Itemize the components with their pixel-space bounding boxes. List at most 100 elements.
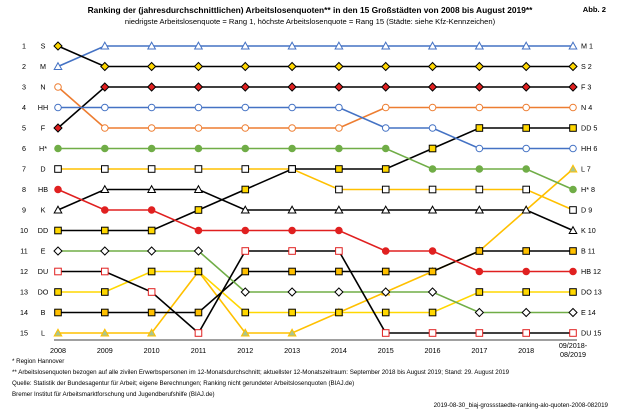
data-point-d (241, 165, 250, 173)
data-point-h-star (428, 165, 437, 173)
footnote-quelle: Quelle: Statistik der Bundesagentur für … (12, 380, 355, 387)
data-point-e (287, 287, 297, 297)
data-point-l (100, 328, 110, 337)
data-point-f (53, 123, 63, 133)
series-line-k (57, 188, 574, 232)
data-point-du (475, 329, 484, 337)
footnote-institut: Bremer Institut für Arbeitsmarktforschun… (12, 391, 215, 398)
series-label-right: HB 12 (581, 267, 601, 276)
series-line-e (58, 250, 573, 314)
data-point-n (569, 103, 577, 112)
x-tick-label: 2008 (50, 346, 66, 355)
data-point-h-star (381, 144, 390, 153)
data-point-n (335, 124, 343, 132)
x-tick-label: 2015 (378, 346, 394, 355)
series-line-m (57, 45, 573, 68)
data-point-m (334, 41, 344, 50)
data-point-d (381, 185, 390, 194)
data-point-du (288, 247, 296, 255)
data-point-d (428, 185, 437, 194)
data-point-du (147, 288, 156, 296)
data-point-b (335, 267, 343, 276)
y-tick-label: 7 (22, 165, 26, 174)
series-label-left: B (41, 308, 46, 317)
data-point-m (193, 41, 204, 50)
data-point-do (147, 267, 156, 276)
data-point-k (53, 205, 63, 214)
data-point-s (193, 61, 204, 72)
series-label-right: HH 6 (581, 144, 597, 153)
x-tick-label: 2011 (191, 346, 206, 355)
series-label-right: L 7 (581, 165, 591, 174)
data-point-k (427, 205, 438, 214)
data-point-hh (475, 144, 484, 153)
series-line-hb (57, 188, 573, 273)
data-point-hb (522, 267, 530, 276)
data-point-h-star (522, 165, 530, 173)
data-point-b (54, 308, 62, 317)
data-point-hb (569, 267, 577, 276)
data-point-m (568, 41, 578, 50)
data-point-du (569, 329, 577, 337)
data-point-s (381, 61, 391, 72)
series-label-right: DD 5 (581, 124, 597, 133)
series-line-dd (58, 127, 573, 232)
data-point-f (287, 82, 297, 92)
data-point-e (193, 246, 204, 256)
x-tick-label: 2018 (518, 346, 534, 355)
data-point-k (146, 184, 157, 194)
y-tick-label: 1 (22, 42, 26, 51)
data-point-s (568, 61, 578, 72)
data-point-hb (194, 226, 203, 235)
data-point-n (101, 124, 109, 132)
y-tick-label: 8 (22, 185, 26, 194)
x-tick-label: 2017 (471, 346, 487, 355)
data-point-s (474, 61, 485, 72)
data-point-n (381, 103, 390, 112)
data-point-d (288, 165, 296, 173)
data-point-hh (522, 144, 530, 153)
data-point-f (521, 82, 531, 92)
figure-label: Abb. 2 (582, 5, 606, 14)
data-point-l (240, 328, 250, 337)
x-tick-label: 09/2018- (559, 341, 588, 350)
data-point-k (100, 184, 110, 194)
data-point-f (381, 82, 391, 92)
data-point-f (474, 82, 485, 92)
data-point-hh (569, 144, 577, 153)
series-line-hh (58, 106, 573, 150)
data-point-do (381, 308, 390, 317)
data-point-hh (101, 103, 109, 112)
data-point-du (335, 247, 343, 255)
series-line-f (57, 86, 573, 129)
data-point-du (54, 267, 62, 276)
data-point-do (288, 308, 296, 317)
data-point-h-star (335, 144, 343, 153)
data-point-n (194, 124, 203, 132)
y-tick-label: 11 (20, 247, 27, 256)
series-label-right: K 10 (581, 226, 596, 235)
data-point-do (54, 288, 62, 296)
data-point-n (54, 83, 62, 91)
data-point-k (334, 205, 344, 214)
data-point-do (335, 308, 343, 317)
series-label-left: N (40, 83, 45, 92)
data-point-l (146, 328, 157, 337)
data-point-d (475, 185, 484, 194)
footnote-region: * Region Hannover (12, 358, 65, 365)
series-label-right: DU 15 (581, 329, 601, 338)
data-point-b (241, 267, 250, 276)
data-point-n (475, 103, 484, 112)
data-point-do (475, 288, 484, 296)
data-point-e (521, 307, 531, 318)
y-tick-label: 13 (20, 288, 28, 297)
data-point-e (100, 246, 110, 256)
data-point-h-star (54, 144, 62, 153)
series-line-l (58, 168, 574, 334)
data-point-f (193, 82, 204, 92)
data-point-du (194, 329, 203, 337)
series-label-left: S (41, 42, 46, 51)
series-label-left: L (41, 329, 45, 338)
series-line-h-star (58, 147, 574, 191)
